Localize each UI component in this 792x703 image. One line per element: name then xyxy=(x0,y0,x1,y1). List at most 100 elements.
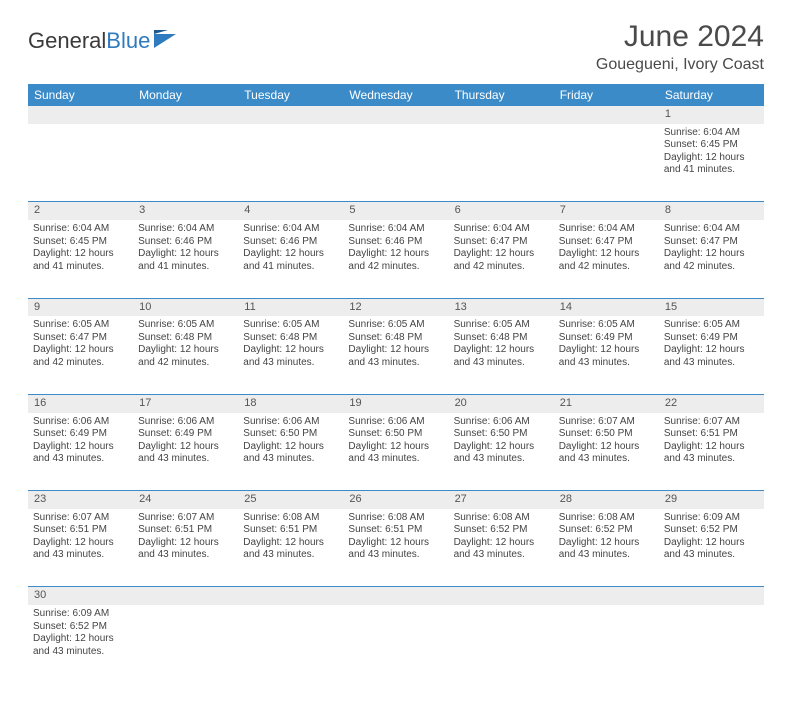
weekday-header: Tuesday xyxy=(238,84,343,106)
day-detail-line: and 42 minutes. xyxy=(454,261,549,274)
day-content-cell: Sunrise: 6:08 AMSunset: 6:51 PMDaylight:… xyxy=(343,509,448,587)
day-number-row: 30 xyxy=(28,587,764,605)
day-detail-line: Sunset: 6:50 PM xyxy=(454,428,549,441)
day-detail-line: Daylight: 12 hours xyxy=(33,344,128,357)
day-number-cell: 22 xyxy=(659,394,764,412)
day-content-cell: Sunrise: 6:08 AMSunset: 6:51 PMDaylight:… xyxy=(238,509,343,587)
day-number-cell: 29 xyxy=(659,491,764,509)
day-number-cell: 30 xyxy=(28,587,133,605)
day-detail-line: and 43 minutes. xyxy=(33,453,128,466)
day-number-cell: 14 xyxy=(554,298,659,316)
day-details: Sunrise: 6:05 AMSunset: 6:48 PMDaylight:… xyxy=(138,319,233,369)
day-number-cell xyxy=(554,106,659,124)
weekday-header: Thursday xyxy=(449,84,554,106)
day-content-cell: Sunrise: 6:04 AMSunset: 6:46 PMDaylight:… xyxy=(133,220,238,298)
day-detail-line: Sunrise: 6:05 AM xyxy=(33,319,128,332)
day-detail-line: Sunrise: 6:07 AM xyxy=(664,416,759,429)
day-detail-line: and 42 minutes. xyxy=(559,261,654,274)
day-detail-line: Daylight: 12 hours xyxy=(33,537,128,550)
day-detail-line: Sunrise: 6:08 AM xyxy=(454,512,549,525)
day-details: Sunrise: 6:04 AMSunset: 6:47 PMDaylight:… xyxy=(664,223,759,273)
day-content-cell xyxy=(449,124,554,202)
day-detail-line: Daylight: 12 hours xyxy=(454,537,549,550)
day-detail-line: Daylight: 12 hours xyxy=(559,344,654,357)
day-detail-line: Sunrise: 6:05 AM xyxy=(348,319,443,332)
day-details: Sunrise: 6:04 AMSunset: 6:47 PMDaylight:… xyxy=(454,223,549,273)
day-number-cell: 9 xyxy=(28,298,133,316)
day-number-cell: 16 xyxy=(28,394,133,412)
day-content-cell: Sunrise: 6:04 AMSunset: 6:46 PMDaylight:… xyxy=(238,220,343,298)
day-detail-line: and 41 minutes. xyxy=(664,164,759,177)
day-detail-line: Sunrise: 6:04 AM xyxy=(559,223,654,236)
brand-name-part1: General xyxy=(28,28,106,53)
day-content-cell: Sunrise: 6:09 AMSunset: 6:52 PMDaylight:… xyxy=(659,509,764,587)
day-detail-line: and 43 minutes. xyxy=(33,549,128,562)
day-detail-line: Sunset: 6:48 PM xyxy=(243,332,338,345)
day-detail-line: Sunrise: 6:05 AM xyxy=(664,319,759,332)
day-details: Sunrise: 6:07 AMSunset: 6:51 PMDaylight:… xyxy=(664,416,759,466)
day-details: Sunrise: 6:07 AMSunset: 6:51 PMDaylight:… xyxy=(138,512,233,562)
day-detail-line: Sunset: 6:47 PM xyxy=(664,236,759,249)
day-detail-line: Sunset: 6:52 PM xyxy=(33,621,128,634)
day-number-cell: 25 xyxy=(238,491,343,509)
day-detail-line: Sunset: 6:51 PM xyxy=(243,524,338,537)
day-detail-line: Daylight: 12 hours xyxy=(454,248,549,261)
month-title: June 2024 xyxy=(596,20,764,54)
day-details: Sunrise: 6:06 AMSunset: 6:49 PMDaylight:… xyxy=(33,416,128,466)
day-details: Sunrise: 6:05 AMSunset: 6:49 PMDaylight:… xyxy=(664,319,759,369)
day-detail-line: and 43 minutes. xyxy=(454,549,549,562)
day-number-cell xyxy=(449,587,554,605)
day-detail-line: Sunset: 6:45 PM xyxy=(33,236,128,249)
day-detail-line: Sunset: 6:50 PM xyxy=(243,428,338,441)
day-detail-line: Sunrise: 6:06 AM xyxy=(138,416,233,429)
day-detail-line: Sunset: 6:51 PM xyxy=(33,524,128,537)
day-number-cell xyxy=(238,106,343,124)
day-details: Sunrise: 6:06 AMSunset: 6:50 PMDaylight:… xyxy=(243,416,338,466)
day-detail-line: and 42 minutes. xyxy=(33,357,128,370)
day-detail-line: Daylight: 12 hours xyxy=(664,344,759,357)
day-content-cell: Sunrise: 6:05 AMSunset: 6:48 PMDaylight:… xyxy=(238,316,343,394)
day-number-cell: 18 xyxy=(238,394,343,412)
day-number-cell: 8 xyxy=(659,202,764,220)
day-content-cell xyxy=(659,605,764,683)
day-details: Sunrise: 6:07 AMSunset: 6:51 PMDaylight:… xyxy=(33,512,128,562)
day-detail-line: and 43 minutes. xyxy=(348,357,443,370)
weekday-header: Friday xyxy=(554,84,659,106)
day-detail-line: and 42 minutes. xyxy=(138,357,233,370)
day-detail-line: Daylight: 12 hours xyxy=(348,441,443,454)
title-block: June 2024 Gouegueni, Ivory Coast xyxy=(596,20,764,74)
day-detail-line: Sunset: 6:49 PM xyxy=(138,428,233,441)
day-detail-line: and 43 minutes. xyxy=(454,357,549,370)
day-detail-line: and 43 minutes. xyxy=(243,453,338,466)
day-number-cell xyxy=(28,106,133,124)
day-number-cell xyxy=(554,587,659,605)
day-detail-line: Sunrise: 6:06 AM xyxy=(243,416,338,429)
day-number-cell: 21 xyxy=(554,394,659,412)
day-detail-line: Daylight: 12 hours xyxy=(243,248,338,261)
day-detail-line: and 43 minutes. xyxy=(664,549,759,562)
day-number-cell: 26 xyxy=(343,491,448,509)
day-number-row: 9101112131415 xyxy=(28,298,764,316)
day-number-cell xyxy=(343,106,448,124)
day-detail-line: and 43 minutes. xyxy=(664,453,759,466)
brand-logo: GeneralBlue xyxy=(28,20,178,54)
day-number-row: 23242526272829 xyxy=(28,491,764,509)
weekday-header: Saturday xyxy=(659,84,764,106)
day-content-cell: Sunrise: 6:06 AMSunset: 6:50 PMDaylight:… xyxy=(343,413,448,491)
day-content-cell: Sunrise: 6:04 AMSunset: 6:47 PMDaylight:… xyxy=(449,220,554,298)
day-detail-line: Sunset: 6:45 PM xyxy=(664,139,759,152)
day-details: Sunrise: 6:06 AMSunset: 6:50 PMDaylight:… xyxy=(348,416,443,466)
day-detail-line: Daylight: 12 hours xyxy=(138,537,233,550)
day-detail-line: Sunset: 6:47 PM xyxy=(454,236,549,249)
day-content-cell: Sunrise: 6:07 AMSunset: 6:51 PMDaylight:… xyxy=(28,509,133,587)
day-content-row: Sunrise: 6:06 AMSunset: 6:49 PMDaylight:… xyxy=(28,413,764,491)
day-detail-line: Sunrise: 6:04 AM xyxy=(138,223,233,236)
day-content-cell xyxy=(238,124,343,202)
day-number-cell: 17 xyxy=(133,394,238,412)
day-number-cell: 15 xyxy=(659,298,764,316)
day-detail-line: Sunset: 6:51 PM xyxy=(138,524,233,537)
day-detail-line: Daylight: 12 hours xyxy=(348,248,443,261)
day-content-row: Sunrise: 6:04 AMSunset: 6:45 PMDaylight:… xyxy=(28,124,764,202)
day-number-cell: 3 xyxy=(133,202,238,220)
day-number-cell: 4 xyxy=(238,202,343,220)
